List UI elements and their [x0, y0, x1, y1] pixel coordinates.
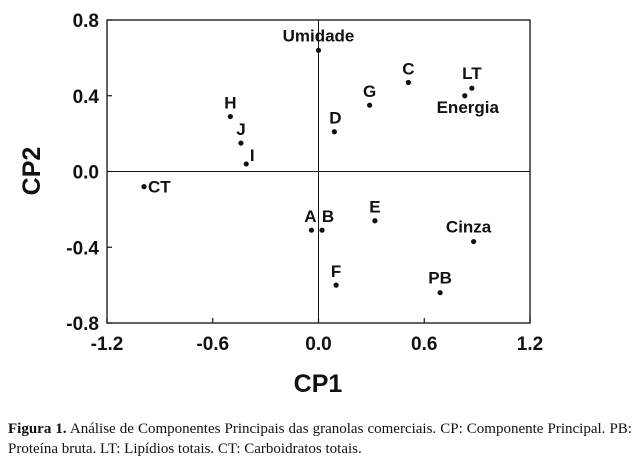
- y-tick-label: 0.0: [73, 163, 99, 184]
- point-label-j: J: [236, 120, 245, 139]
- x-tick-label: -0.6: [196, 334, 229, 355]
- point-i: [243, 161, 249, 167]
- y-axis-ticks: 0.8 0.4 0.0 -0.4 -0.8: [66, 11, 112, 335]
- point-label-e: E: [369, 198, 380, 217]
- point-label-lt: LT: [462, 64, 482, 83]
- point-ct: [141, 184, 147, 190]
- caption-text: Análise de Componentes Principais das gr…: [8, 421, 632, 457]
- point-b: [319, 227, 325, 233]
- point-energia: [462, 93, 468, 99]
- point-label-a: A: [304, 207, 316, 226]
- point-label-cinza: Cinza: [446, 218, 492, 237]
- point-g: [367, 102, 373, 108]
- point-h: [227, 113, 233, 120]
- point-label-g: G: [363, 82, 376, 101]
- point-j: [238, 140, 244, 146]
- pca-scatter-chart: -1.2 -0.6 0.0 0.6 1.2 0.8 0.4 0.0 -0.4 -0.8 Umid…: [18, 11, 543, 398]
- point-lt: [469, 85, 475, 91]
- x-tick-label: 0.6: [411, 334, 437, 355]
- point-umidade: [315, 47, 322, 53]
- y-tick-label: 0.4: [73, 87, 100, 108]
- point-c: [405, 79, 411, 86]
- point-label-c: C: [402, 59, 414, 78]
- point-label-d: D: [329, 109, 341, 128]
- y-tick-label: -0.8: [66, 314, 99, 335]
- point-label-f: F: [331, 262, 341, 281]
- point-label-umidade: Umidade: [283, 26, 355, 45]
- point-e: [372, 218, 378, 224]
- figure-caption: Figura 1. Análise de Componentes Princip…: [8, 419, 632, 459]
- y-tick-label: 0.8: [73, 11, 99, 32]
- point-label-h: H: [224, 94, 236, 113]
- point-pb: [437, 290, 443, 296]
- point-f: [333, 282, 339, 288]
- point-label-energia: Energia: [437, 98, 500, 117]
- y-tick-label: -0.4: [66, 238, 99, 259]
- x-axis-ticks: -1.2 -0.6 0.0 0.6 1.2: [91, 318, 543, 355]
- x-tick-label: 1.2: [517, 334, 543, 355]
- x-tick-label: 0.0: [305, 334, 331, 355]
- point-cinza: [471, 238, 477, 245]
- point-label-b: B: [322, 207, 334, 226]
- point-label-ct: CT: [148, 178, 171, 197]
- point-d: [331, 129, 337, 135]
- point-a: [308, 227, 315, 233]
- x-axis-title: CP1: [294, 370, 343, 398]
- x-tick-label: -1.2: [91, 334, 124, 355]
- point-label-pb: PB: [428, 269, 452, 288]
- point-label-i: I: [250, 146, 255, 165]
- y-axis-title: CP2: [18, 147, 46, 196]
- data-points: Umidade C LT Energia G H D JI CT E A B Cinza F PB: [141, 26, 500, 296]
- caption-label: Figura 1.: [8, 421, 67, 437]
